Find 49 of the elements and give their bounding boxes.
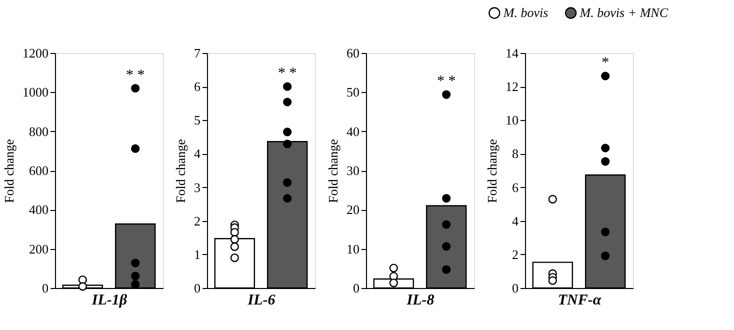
y-tick-label: 1 [194, 246, 200, 262]
x-axis-title: IL-8 [406, 292, 435, 308]
y-tick-label: 30 [346, 163, 360, 178]
x-axis-title: IL-1β [90, 292, 128, 308]
y-tick-label: 4 [512, 213, 519, 228]
y-tick-label: 0 [353, 280, 360, 296]
y-tick-label: 7 [194, 46, 201, 60]
annotation: * * [126, 67, 145, 84]
y-tick-label: 14 [506, 46, 519, 60]
y-tick-label: 20 [346, 202, 360, 218]
y-tick-label: 600 [29, 163, 48, 178]
y-tick-label: 40 [346, 124, 360, 139]
x-axis-title: IL-6 [246, 292, 276, 308]
y-tick-label: 2 [512, 246, 518, 262]
x-axis-title: TNF-α [558, 292, 602, 308]
y-tick-label: 400 [29, 202, 48, 218]
point [131, 272, 140, 280]
y-axis-title: Fold change [2, 138, 16, 203]
y-tick-label: 6 [194, 79, 201, 94]
y-tick-label: 0 [512, 280, 518, 296]
y-tick-label: 6 [512, 180, 519, 195]
y-tick-label: 12 [506, 79, 518, 94]
legend-label: M. bovis [502, 5, 548, 20]
point [131, 258, 140, 268]
y-tick-label: 4 [194, 146, 201, 162]
y-tick-label: 3 [194, 180, 200, 195]
y-axis-title: Fold change [173, 138, 188, 203]
point [442, 265, 451, 274]
y-tick-label: 1000 [22, 84, 48, 100]
y-tick-label: 1200 [22, 46, 48, 60]
y-tick-label: 200 [29, 241, 48, 256]
point [601, 251, 610, 260]
y-tick-label: 0 [194, 280, 200, 296]
legend-label: M. bovis + MNC [578, 5, 668, 20]
annotation: * [602, 54, 610, 71]
y-tick-label: 8 [512, 146, 518, 162]
y-axis-title: Fold change [326, 138, 340, 203]
y-tick-label: 5 [194, 112, 200, 128]
y-axis-title: Fold change [484, 138, 500, 203]
y-tick-label: 60 [346, 46, 360, 60]
y-tick-label: 10 [506, 112, 518, 128]
y-tick-label: 2 [194, 213, 200, 228]
annotation: * * [278, 66, 297, 82]
y-tick-label: 800 [29, 124, 48, 139]
y-tick-label: 10 [346, 241, 360, 256]
y-tick-label: 50 [346, 84, 360, 100]
y-tick-label: 0 [42, 280, 48, 296]
point [442, 242, 451, 251]
annotation: * * [436, 74, 456, 90]
